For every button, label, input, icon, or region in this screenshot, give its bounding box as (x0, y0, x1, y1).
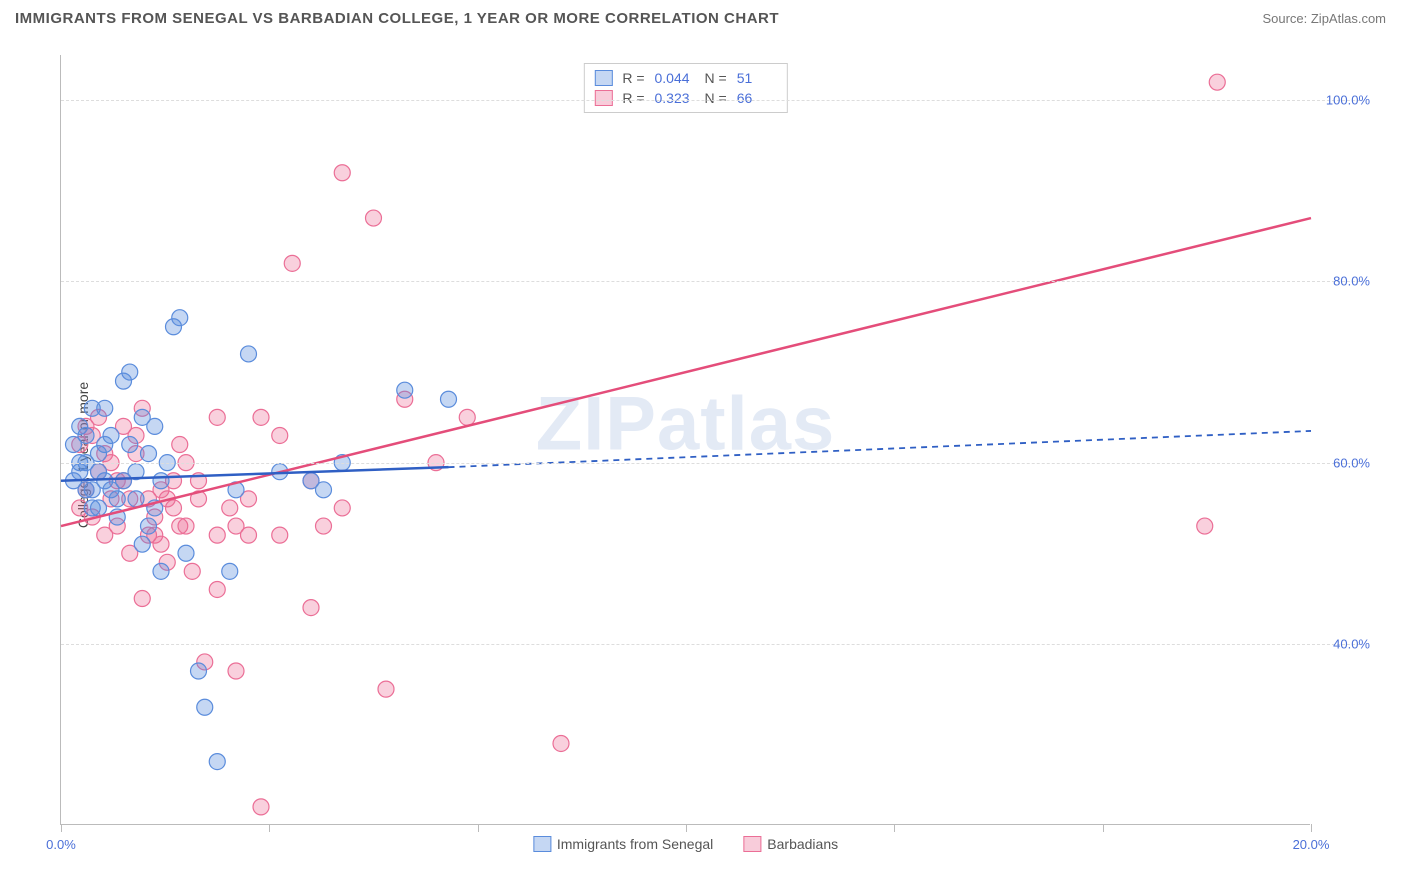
x-tick (1311, 824, 1312, 832)
barbadians-n-value: 66 (737, 90, 777, 106)
stats-row-barbadians: R = 0.323 N = 66 (594, 88, 776, 108)
barbadians-point (1209, 74, 1225, 90)
barbadians-r-value: 0.323 (655, 90, 695, 106)
barbadians-point (228, 518, 244, 534)
gridline (61, 100, 1360, 101)
senegal-point (147, 418, 163, 434)
swatch-senegal-icon (533, 836, 551, 852)
barbadians-point (209, 581, 225, 597)
barbadians-point (459, 409, 475, 425)
legend-item-senegal: Immigrants from Senegal (533, 836, 713, 852)
gridline (61, 281, 1360, 282)
senegal-point (66, 437, 82, 453)
legend-item-barbadians: Barbadians (743, 836, 838, 852)
senegal-point (441, 391, 457, 407)
y-tick-label: 80.0% (1333, 274, 1370, 289)
senegal-point (91, 464, 107, 480)
senegal-point (153, 563, 169, 579)
senegal-n-value: 51 (737, 70, 777, 86)
senegal-point (72, 418, 88, 434)
senegal-point (397, 382, 413, 398)
barbadians-point (134, 591, 150, 607)
swatch-senegal-icon (594, 70, 612, 86)
x-tick (478, 824, 479, 832)
barbadians-point (209, 527, 225, 543)
barbadians-point (222, 500, 238, 516)
y-tick-label: 40.0% (1333, 636, 1370, 651)
barbadians-point (316, 518, 332, 534)
y-tick-label: 100.0% (1326, 93, 1370, 108)
chart-title: IMMIGRANTS FROM SENEGAL VS BARBADIAN COL… (15, 10, 779, 27)
barbadians-point (178, 518, 194, 534)
barbadians-regression-line (61, 218, 1311, 526)
x-tick (1103, 824, 1104, 832)
n-label: N = (705, 70, 727, 86)
senegal-point (241, 346, 257, 362)
senegal-point (141, 446, 157, 462)
stats-row-senegal: R = 0.044 N = 51 (594, 68, 776, 88)
barbadians-point (209, 409, 225, 425)
senegal-point (178, 545, 194, 561)
barbadians-point (253, 409, 269, 425)
barbadians-point (272, 527, 288, 543)
y-tick-label: 60.0% (1333, 455, 1370, 470)
senegal-point (122, 364, 138, 380)
senegal-point (316, 482, 332, 498)
x-tick (269, 824, 270, 832)
swatch-barbadians-icon (594, 90, 612, 106)
stats-legend-box: R = 0.044 N = 51 R = 0.323 N = 66 (583, 63, 787, 113)
x-tick (61, 824, 62, 832)
r-label: R = (622, 70, 644, 86)
senegal-point (128, 491, 144, 507)
gridline (61, 644, 1360, 645)
r-label: R = (622, 90, 644, 106)
senegal-point (141, 518, 157, 534)
legend-label-senegal: Immigrants from Senegal (557, 836, 713, 852)
barbadians-point (153, 536, 169, 552)
barbadians-point (272, 427, 288, 443)
senegal-point (153, 473, 169, 489)
barbadians-point (184, 563, 200, 579)
senegal-point (191, 663, 207, 679)
x-tick (686, 824, 687, 832)
swatch-barbadians-icon (743, 836, 761, 852)
chart-container: College, 1 year or more ZIPatlas R = 0.0… (15, 45, 1391, 865)
barbadians-point (228, 663, 244, 679)
senegal-point (134, 536, 150, 552)
source-label: Source: ZipAtlas.com (1262, 11, 1386, 26)
barbadians-point (553, 735, 569, 751)
barbadians-point (334, 165, 350, 181)
senegal-point (197, 699, 213, 715)
barbadians-point (1197, 518, 1213, 534)
barbadians-point (172, 437, 188, 453)
senegal-point (103, 427, 119, 443)
senegal-r-value: 0.044 (655, 70, 695, 86)
barbadians-point (284, 255, 300, 271)
senegal-point (172, 310, 188, 326)
barbadians-point (366, 210, 382, 226)
barbadians-point (253, 799, 269, 815)
x-tick-label: 20.0% (1293, 837, 1330, 852)
senegal-point (222, 563, 238, 579)
bottom-legend: Immigrants from Senegal Barbadians (523, 836, 848, 852)
senegal-point (109, 491, 125, 507)
x-tick-label: 0.0% (46, 837, 76, 852)
x-tick (894, 824, 895, 832)
senegal-point (209, 754, 225, 770)
senegal-point (84, 482, 100, 498)
barbadians-point (334, 500, 350, 516)
legend-label-barbadians: Barbadians (767, 836, 838, 852)
plot-area: ZIPatlas R = 0.044 N = 51 R = 0.323 N = … (60, 55, 1310, 825)
senegal-point (97, 400, 113, 416)
gridline (61, 463, 1360, 464)
senegal-point (122, 437, 138, 453)
n-label: N = (705, 90, 727, 106)
senegal-point (84, 500, 100, 516)
chart-svg (61, 55, 1311, 825)
barbadians-point (303, 600, 319, 616)
barbadians-point (378, 681, 394, 697)
